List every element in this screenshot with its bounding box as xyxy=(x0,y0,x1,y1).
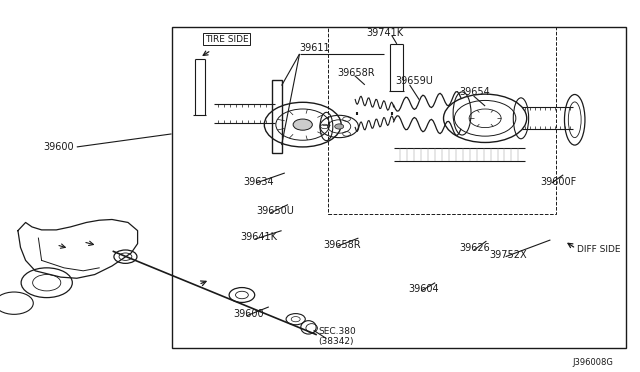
Circle shape xyxy=(293,119,312,130)
Bar xyxy=(328,27,556,214)
Text: DIFF SIDE: DIFF SIDE xyxy=(577,246,621,254)
Text: 39611: 39611 xyxy=(300,43,330,52)
Circle shape xyxy=(335,124,344,129)
Text: 39658R: 39658R xyxy=(337,68,375,77)
Text: 39626: 39626 xyxy=(460,244,490,253)
Text: SEC.380
(38342): SEC.380 (38342) xyxy=(319,327,356,346)
Text: 39604: 39604 xyxy=(408,285,439,294)
Text: 39741K: 39741K xyxy=(366,28,403,38)
Text: 39752X: 39752X xyxy=(490,250,527,260)
Bar xyxy=(272,80,282,153)
Text: 39600F: 39600F xyxy=(541,177,577,186)
Text: J396008G: J396008G xyxy=(573,358,614,367)
Text: 39634: 39634 xyxy=(243,177,274,186)
Text: 39658R: 39658R xyxy=(323,240,361,250)
Text: 39600: 39600 xyxy=(43,142,74,152)
Text: 39654: 39654 xyxy=(460,87,490,97)
Text: 39650U: 39650U xyxy=(256,206,294,216)
Text: 39600: 39600 xyxy=(234,310,264,319)
Text: 39659U: 39659U xyxy=(396,76,433,86)
Bar xyxy=(172,27,626,348)
Text: TIRE SIDE: TIRE SIDE xyxy=(205,35,248,44)
Text: 39641K: 39641K xyxy=(240,232,277,242)
